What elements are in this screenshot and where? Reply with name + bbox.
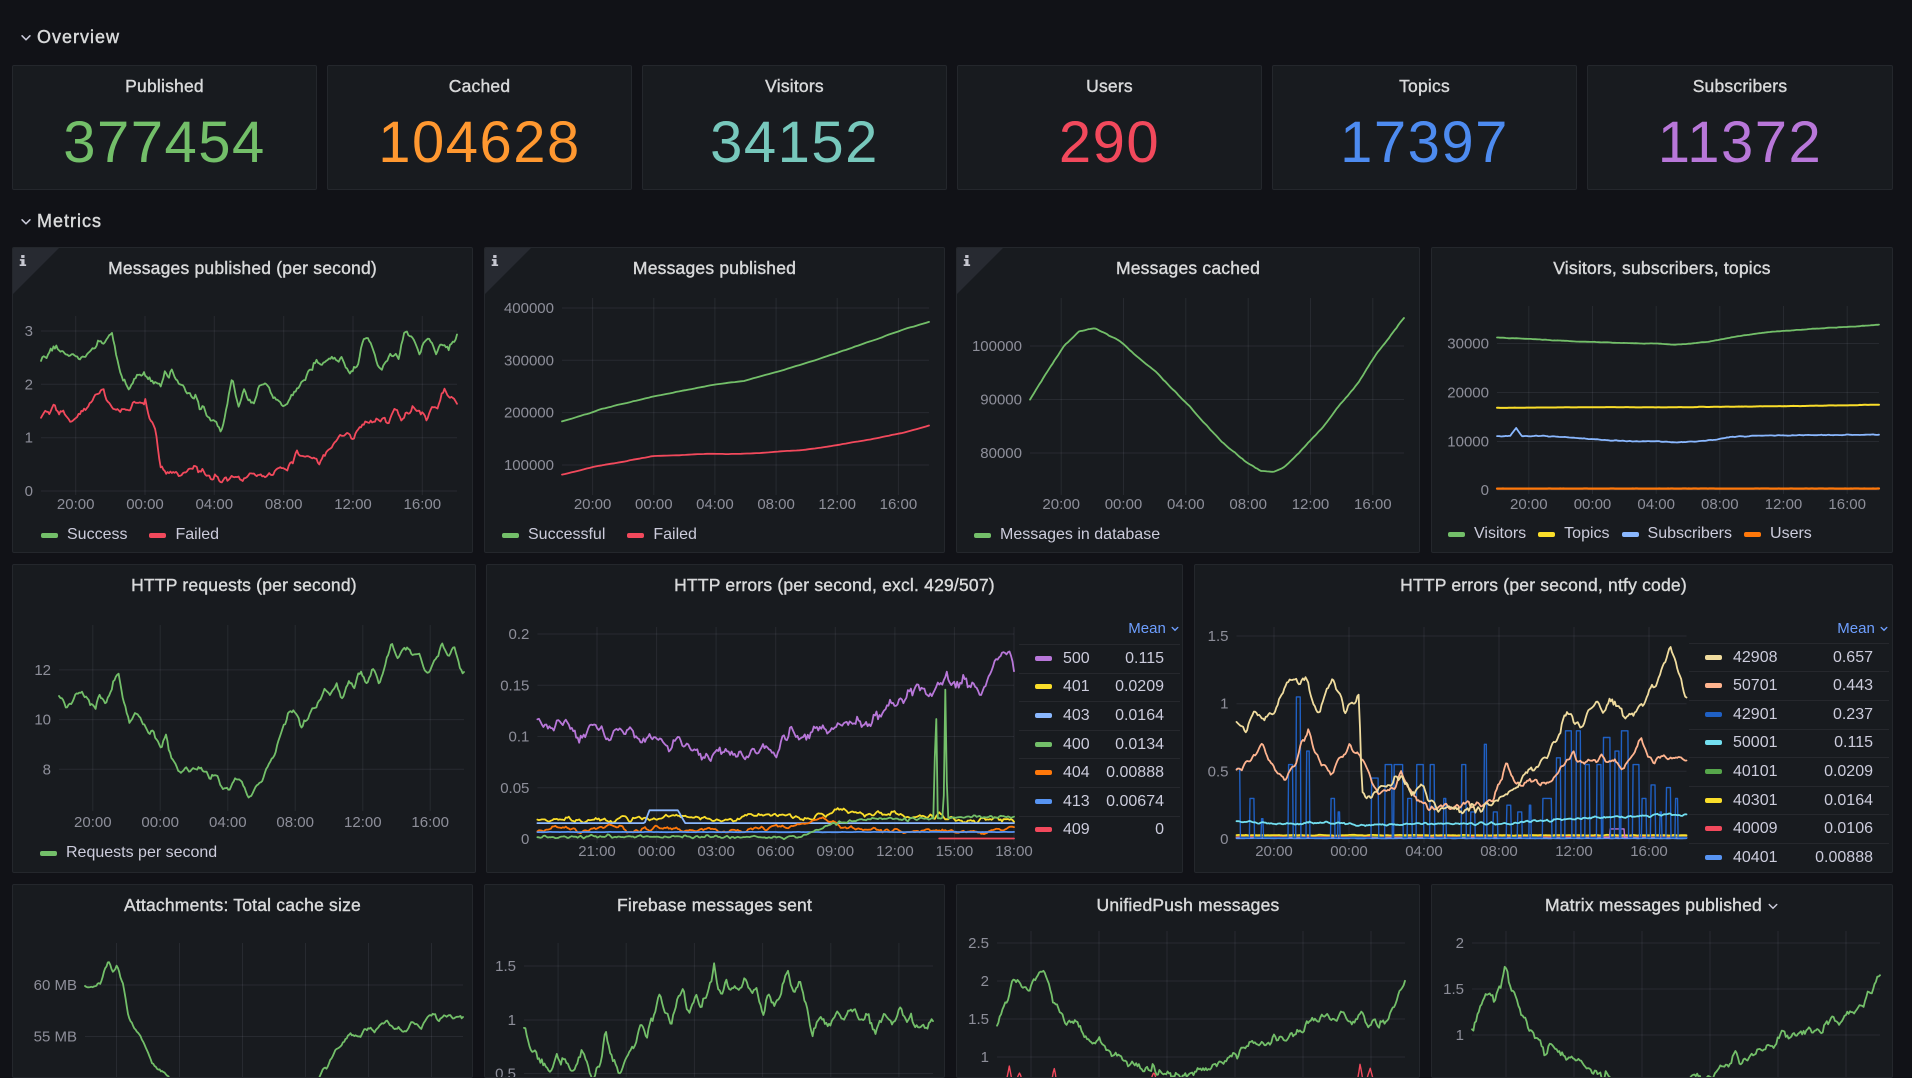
svg-text:12:00: 12:00 (818, 496, 856, 513)
svg-text:100000: 100000 (972, 338, 1022, 355)
svg-text:12:00: 12:00 (334, 496, 372, 513)
svg-text:16:00: 16:00 (880, 496, 918, 513)
svg-text:1: 1 (981, 1049, 989, 1066)
svg-text:1: 1 (25, 430, 33, 447)
svg-text:0.5: 0.5 (1208, 763, 1229, 780)
svg-text:12:00: 12:00 (1765, 496, 1803, 513)
svg-text:04:00: 04:00 (1167, 496, 1205, 513)
svg-text:16:00: 16:00 (411, 814, 449, 831)
svg-text:1.5: 1.5 (968, 1011, 989, 1028)
svg-text:08:00: 08:00 (1480, 843, 1518, 860)
svg-text:1: 1 (508, 1012, 516, 1029)
svg-text:06:00: 06:00 (757, 843, 795, 860)
svg-text:15:00: 15:00 (936, 843, 974, 860)
svg-text:00:00: 00:00 (1574, 496, 1612, 513)
svg-text:16:00: 16:00 (404, 496, 442, 513)
svg-text:18:00: 18:00 (995, 843, 1033, 860)
svg-text:20:00: 20:00 (1255, 843, 1293, 860)
svg-text:2: 2 (981, 973, 989, 990)
svg-text:12: 12 (34, 662, 51, 679)
svg-text:10: 10 (34, 712, 51, 729)
svg-text:0.15: 0.15 (500, 677, 529, 694)
svg-text:16:00: 16:00 (1828, 496, 1866, 513)
svg-text:30000: 30000 (1447, 336, 1489, 353)
svg-text:8: 8 (43, 761, 51, 778)
svg-text:200000: 200000 (504, 405, 554, 422)
svg-text:2: 2 (25, 376, 33, 393)
svg-text:12:00: 12:00 (344, 814, 382, 831)
svg-text:08:00: 08:00 (757, 496, 795, 513)
svg-text:16:00: 16:00 (1630, 843, 1668, 860)
svg-text:04:00: 04:00 (196, 496, 234, 513)
svg-text:00:00: 00:00 (126, 496, 164, 513)
svg-text:09:00: 09:00 (817, 843, 855, 860)
svg-text:16:00: 16:00 (1354, 496, 1392, 513)
svg-text:2: 2 (1456, 935, 1464, 952)
svg-text:04:00: 04:00 (209, 814, 247, 831)
svg-text:12:00: 12:00 (1292, 496, 1330, 513)
svg-text:0.5: 0.5 (495, 1066, 516, 1078)
svg-text:00:00: 00:00 (638, 843, 676, 860)
svg-text:0.05: 0.05 (500, 780, 529, 797)
svg-text:80000: 80000 (980, 445, 1022, 462)
svg-text:08:00: 08:00 (1701, 496, 1739, 513)
svg-text:0: 0 (25, 483, 33, 500)
svg-text:00:00: 00:00 (635, 496, 673, 513)
svg-text:1: 1 (1220, 696, 1228, 713)
svg-text:3: 3 (25, 323, 33, 340)
svg-text:20:00: 20:00 (57, 496, 95, 513)
svg-text:00:00: 00:00 (1105, 496, 1143, 513)
svg-text:03:00: 03:00 (697, 843, 735, 860)
svg-text:20000: 20000 (1447, 385, 1489, 402)
svg-text:20:00: 20:00 (574, 496, 612, 513)
svg-text:2.5: 2.5 (968, 935, 989, 952)
svg-text:00:00: 00:00 (141, 814, 179, 831)
svg-text:1: 1 (1456, 1027, 1464, 1044)
svg-text:0: 0 (1481, 482, 1489, 499)
svg-text:400000: 400000 (504, 300, 554, 317)
svg-text:0.2: 0.2 (509, 626, 530, 643)
svg-text:1.5: 1.5 (1443, 981, 1464, 998)
svg-text:1.5: 1.5 (495, 958, 516, 975)
svg-text:20:00: 20:00 (1042, 496, 1080, 513)
svg-text:12:00: 12:00 (876, 843, 914, 860)
svg-text:0: 0 (521, 831, 529, 848)
svg-text:20:00: 20:00 (74, 814, 112, 831)
svg-text:04:00: 04:00 (1405, 843, 1443, 860)
svg-text:1.5: 1.5 (1208, 628, 1229, 645)
svg-text:55 MB: 55 MB (34, 1029, 77, 1046)
svg-text:0: 0 (1220, 831, 1228, 848)
svg-text:04:00: 04:00 (696, 496, 734, 513)
svg-text:12:00: 12:00 (1555, 843, 1593, 860)
svg-text:00:00: 00:00 (1330, 843, 1368, 860)
svg-text:08:00: 08:00 (276, 814, 314, 831)
svg-text:08:00: 08:00 (265, 496, 303, 513)
svg-text:300000: 300000 (504, 352, 554, 369)
svg-text:08:00: 08:00 (1229, 496, 1267, 513)
svg-text:21:00: 21:00 (578, 843, 616, 860)
svg-text:10000: 10000 (1447, 434, 1489, 451)
svg-text:60 MB: 60 MB (34, 977, 77, 994)
svg-text:20:00: 20:00 (1510, 496, 1548, 513)
svg-text:0.1: 0.1 (509, 729, 530, 746)
svg-text:100000: 100000 (504, 457, 554, 474)
svg-text:04:00: 04:00 (1637, 496, 1675, 513)
svg-text:90000: 90000 (980, 392, 1022, 409)
